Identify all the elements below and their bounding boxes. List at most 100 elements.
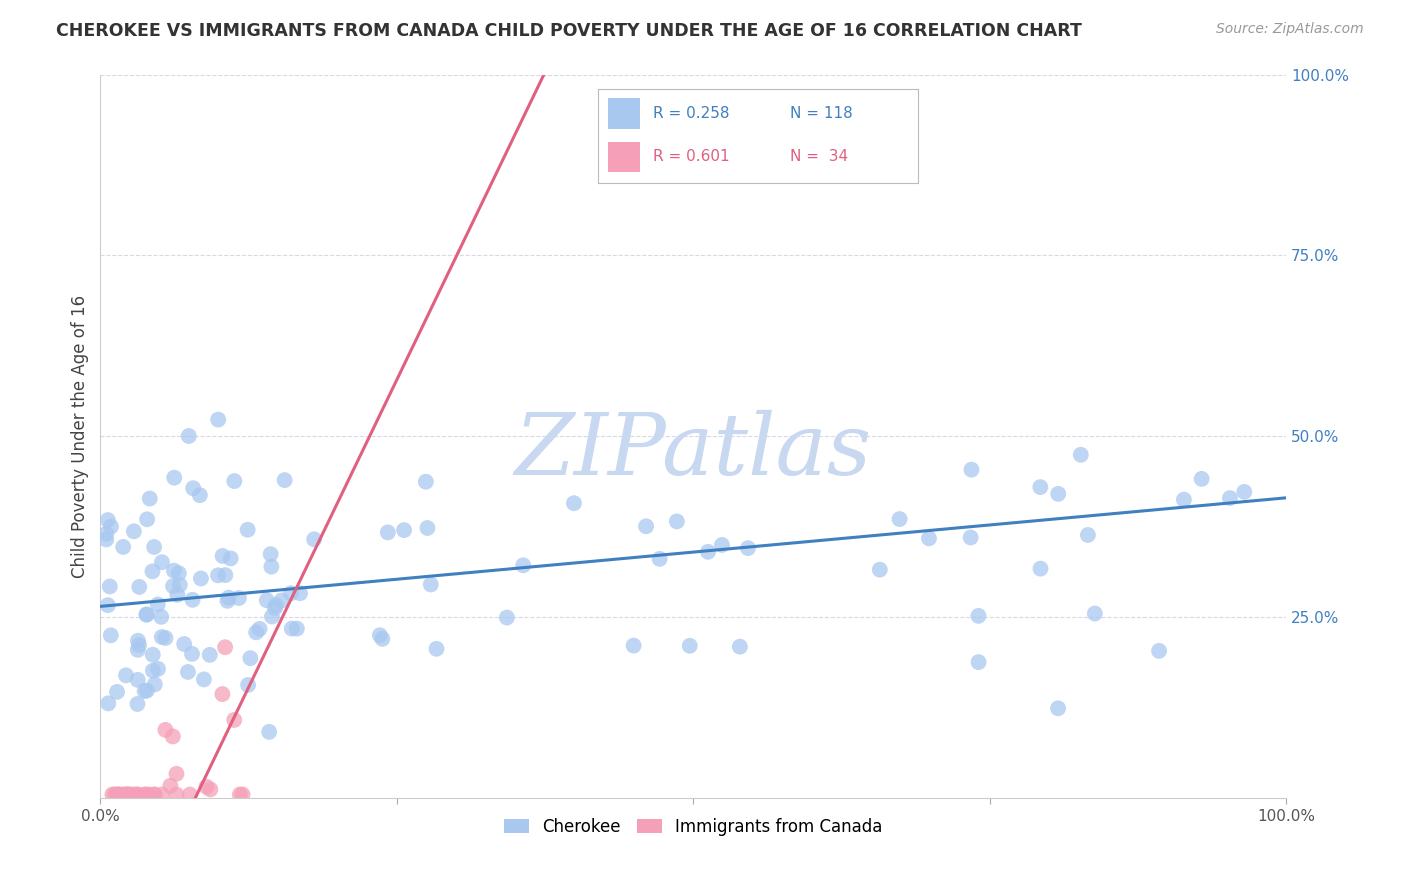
Point [239,651,262,665]
Point [127,673,149,687]
Point [207,412,229,426]
Point [127,697,149,711]
Point [104,788,127,802]
Point [219,551,242,566]
Point [138,491,160,506]
Point [110,788,132,802]
Point [562,496,585,510]
Point [232,788,254,802]
Point [377,525,399,540]
Point [146,598,169,612]
Point [100,628,122,642]
Point [128,638,150,652]
Point [181,647,204,661]
Point [165,788,187,802]
Point [665,515,688,529]
Point [918,531,941,545]
Point [181,592,204,607]
Point [1029,561,1052,575]
Point [679,639,702,653]
Point [179,788,201,802]
Point [177,429,200,443]
Point [107,788,129,802]
Point [211,687,233,701]
Point [224,474,246,488]
Point [125,788,148,802]
Point [416,521,439,535]
Point [960,463,983,477]
Point [236,678,259,692]
Point [425,641,447,656]
Point [967,608,990,623]
Point [112,540,135,554]
Point [163,564,186,578]
Point [1047,701,1070,715]
Point [105,685,128,699]
Text: ZIPatlas: ZIPatlas [515,409,872,492]
Point [146,662,169,676]
Point [166,767,188,781]
Point [1084,607,1107,621]
Point [162,579,184,593]
Point [889,512,911,526]
Point [128,580,150,594]
Point [260,559,283,574]
Point [142,664,165,678]
Text: CHEROKEE VS IMMIGRANTS FROM CANADA CHILD POVERTY UNDER THE AGE OF 16 CORRELATION: CHEROKEE VS IMMIGRANTS FROM CANADA CHILD… [56,22,1083,40]
Point [245,625,267,640]
Point [496,610,519,624]
Point [1219,491,1241,505]
Point [302,533,325,547]
Point [959,531,981,545]
Point [150,630,173,644]
Point [211,549,233,563]
Point [138,788,160,802]
Point [728,640,751,654]
Point [1147,644,1170,658]
Point [114,788,136,802]
Point [270,593,292,607]
Point [115,788,138,802]
Point [124,788,146,802]
Point [143,540,166,554]
Point [415,475,437,489]
Point [150,610,173,624]
Point [163,471,186,485]
Point [173,637,195,651]
Point [1070,448,1092,462]
Point [249,622,271,636]
Point [368,628,391,642]
Point [97,697,120,711]
Point [1047,487,1070,501]
Point [1191,472,1213,486]
Point [177,665,200,679]
Point [105,788,128,802]
Y-axis label: Child Poverty Under the Age of 16: Child Poverty Under the Age of 16 [72,294,89,578]
Point [100,519,122,533]
Point [419,577,441,591]
Point [96,526,118,541]
Point [135,683,157,698]
Point [150,555,173,569]
Point [288,586,311,600]
Point [135,788,157,802]
Point [512,558,534,573]
Point [136,512,159,526]
Point [107,788,129,802]
Point [193,673,215,687]
Point [155,723,177,737]
Point [224,713,246,727]
Legend: Cherokee, Immigrants from Canada: Cherokee, Immigrants from Canada [495,809,891,844]
Point [117,788,139,802]
Point [229,788,252,802]
Point [150,788,173,802]
Point [1173,492,1195,507]
Point [122,524,145,539]
Point [143,677,166,691]
Point [967,655,990,669]
Point [155,631,177,645]
Point [697,545,720,559]
Point [1029,480,1052,494]
Point [257,724,280,739]
Point [256,593,278,607]
